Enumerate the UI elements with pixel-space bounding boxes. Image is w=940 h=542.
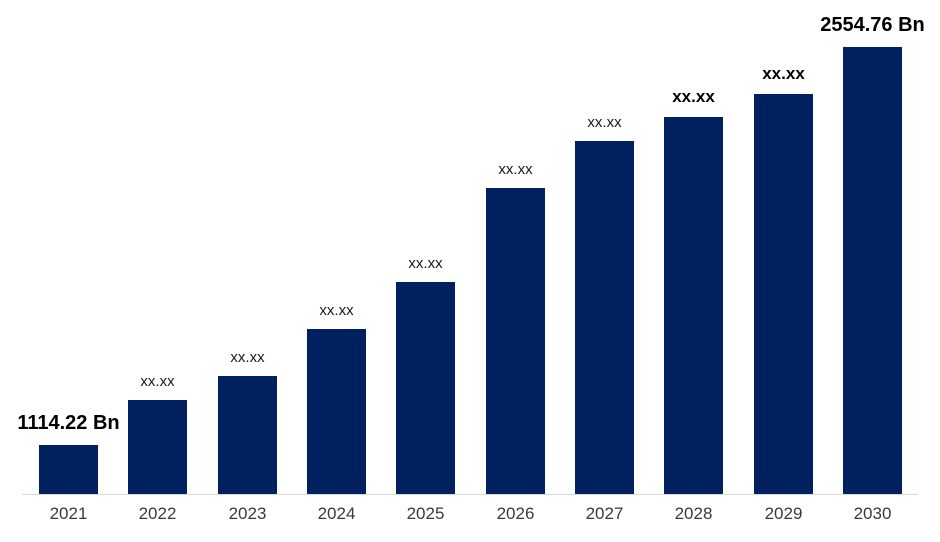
x-tick-label-2023: 2023: [228, 504, 267, 523]
bar-2024: [307, 329, 366, 494]
bar-2029: [754, 94, 813, 494]
value-label-2025: xx.xx: [408, 254, 443, 272]
x-tick-label-2028: 2028: [674, 504, 713, 523]
bar-2021: [39, 445, 98, 494]
value-label-2027: xx.xx: [587, 113, 622, 131]
x-tick-label-2030: 2030: [853, 504, 892, 523]
value-label-2024: xx.xx: [319, 301, 354, 319]
x-tick-label-2021: 2021: [49, 504, 88, 523]
bar-2022: [128, 400, 187, 494]
value-label-2023: xx.xx: [230, 348, 265, 366]
x-tick-label-2027: 2027: [585, 504, 624, 523]
x-tick-label-2029: 2029: [764, 504, 803, 523]
x-tick-label-2022: 2022: [138, 504, 177, 523]
bar-2028: [664, 117, 723, 494]
bar-2026: [486, 188, 545, 494]
bar-2027: [575, 141, 634, 494]
value-label-2021: 1114.22 Bn: [17, 412, 120, 434]
value-label-2029: xx.xx: [762, 64, 805, 84]
x-tick-label-2026: 2026: [496, 504, 535, 523]
value-label-2028: xx.xx: [672, 87, 715, 107]
value-label-2022: xx.xx: [140, 372, 175, 390]
value-label-2026: xx.xx: [498, 160, 533, 178]
x-axis-line: [22, 494, 918, 495]
bar-2025: [396, 282, 455, 494]
x-tick-label-2024: 2024: [317, 504, 356, 523]
bar-2030: [843, 47, 902, 494]
value-label-2030: 2554.76 Bn: [820, 14, 925, 36]
bar-2023: [218, 376, 277, 494]
x-tick-label-2025: 2025: [406, 504, 445, 523]
